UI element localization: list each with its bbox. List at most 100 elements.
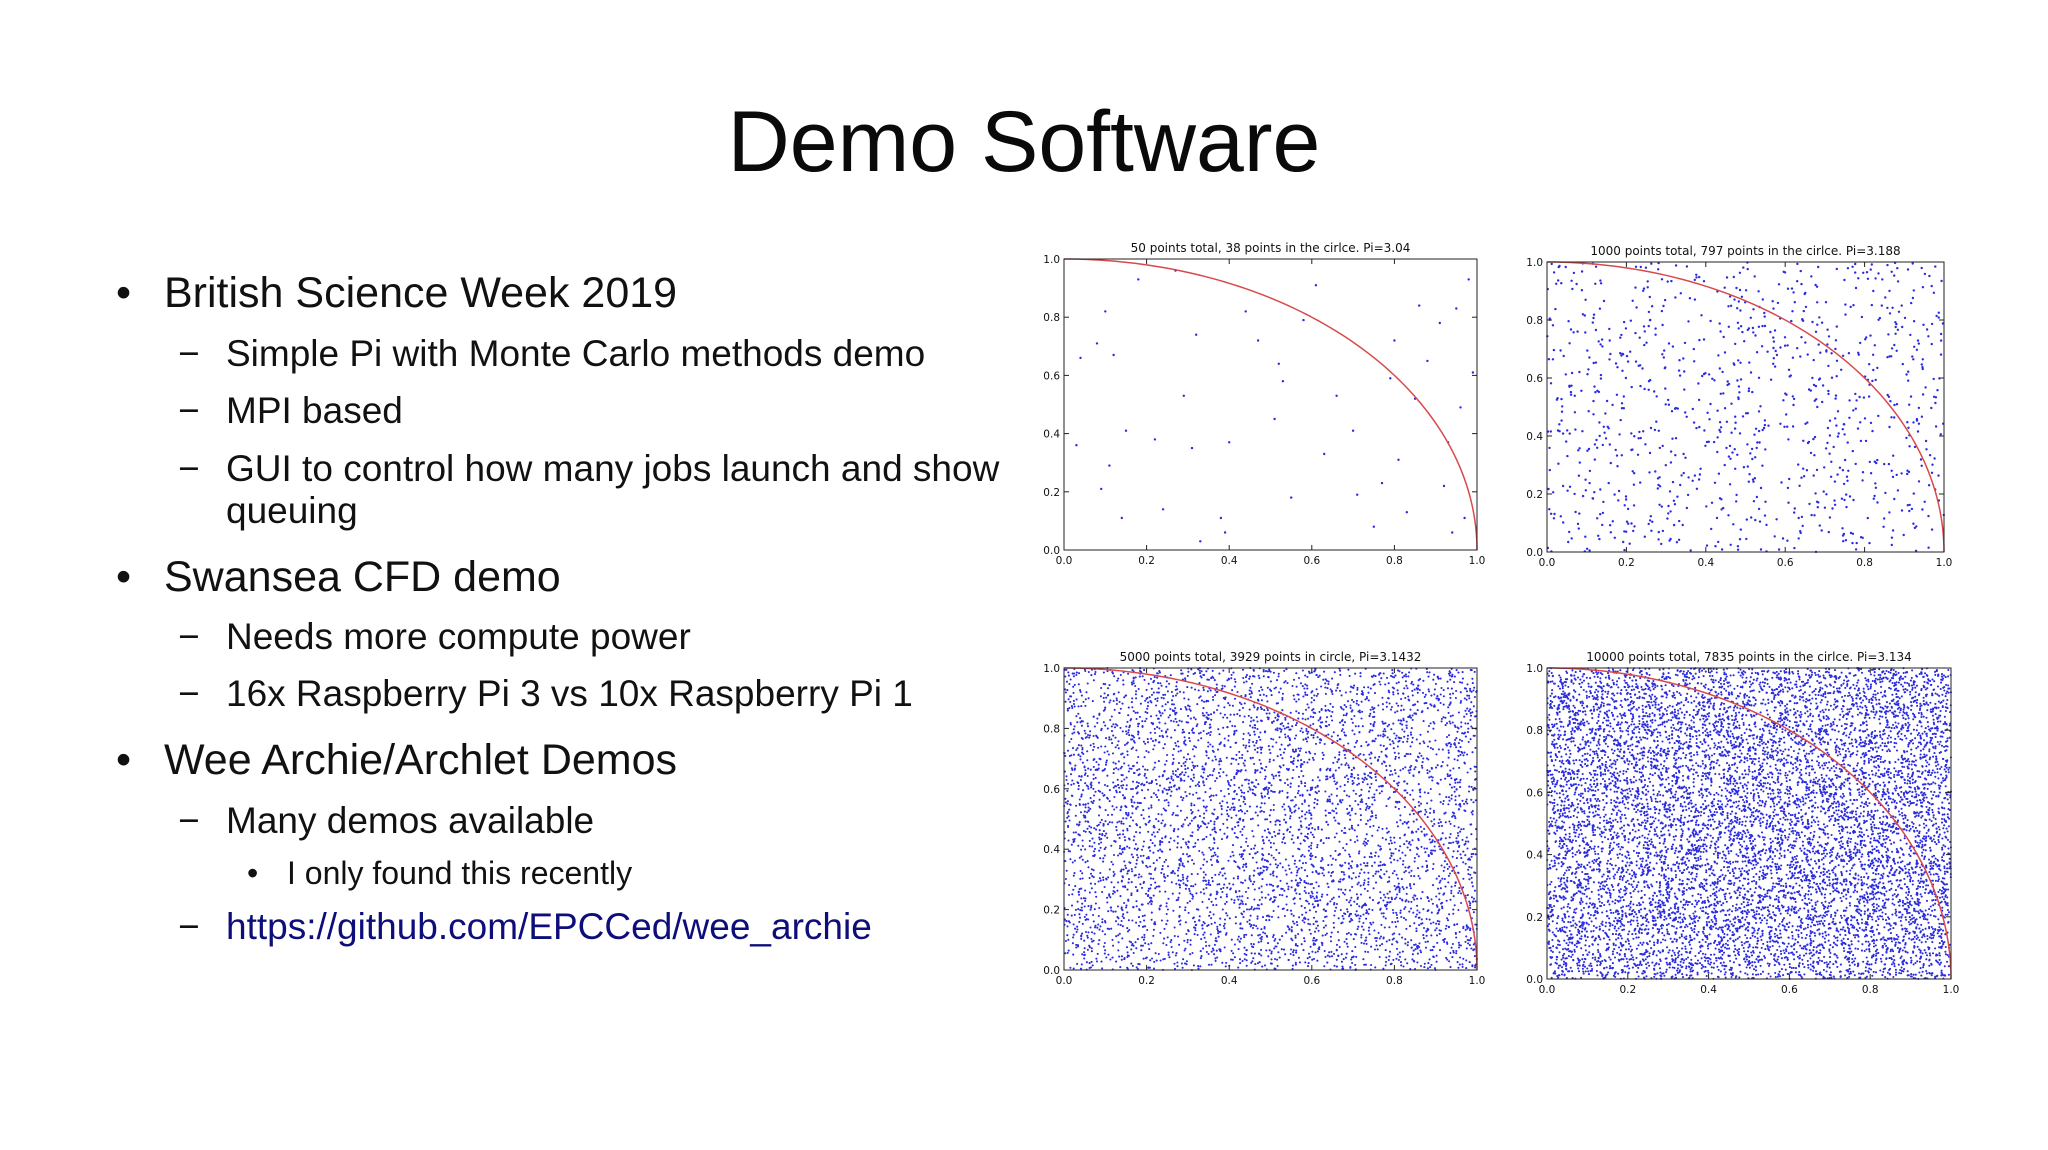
data-point — [1149, 896, 1152, 899]
data-point — [1910, 507, 1914, 511]
data-point — [1308, 793, 1312, 797]
data-point — [1327, 864, 1330, 867]
data-point — [1397, 736, 1400, 739]
data-point — [1586, 349, 1589, 352]
data-point — [1726, 383, 1729, 387]
data-point — [1835, 359, 1839, 362]
data-point — [1453, 824, 1456, 828]
data-point — [1392, 742, 1395, 745]
data-point — [1098, 928, 1101, 931]
data-point — [1356, 739, 1359, 742]
data-point — [1671, 437, 1674, 440]
data-point — [1135, 921, 1138, 924]
data-point — [1372, 887, 1375, 890]
data-point — [1679, 292, 1683, 295]
data-point — [1934, 396, 1938, 399]
data-point — [1303, 886, 1307, 889]
data-point — [1235, 753, 1238, 756]
data-point — [1393, 779, 1396, 783]
data-point — [1754, 518, 1757, 522]
data-point — [1465, 909, 1468, 912]
data-point — [1392, 747, 1395, 750]
data-point — [1149, 715, 1153, 718]
data-point — [1124, 864, 1127, 867]
data-point — [1430, 835, 1433, 838]
data-point — [1453, 675, 1456, 678]
data-point — [1449, 966, 1452, 969]
data-point — [1122, 784, 1125, 787]
data-point — [1448, 703, 1451, 707]
data-point — [1727, 514, 1730, 517]
data-point — [1198, 785, 1201, 788]
data-point — [1939, 433, 1943, 436]
data-point — [1412, 812, 1415, 815]
data-point — [1172, 748, 1175, 751]
data-point — [1396, 916, 1399, 919]
data-point — [1272, 874, 1275, 877]
data-point — [1297, 807, 1300, 810]
data-point — [1382, 744, 1385, 747]
data-point — [1263, 964, 1267, 967]
data-point — [1838, 466, 1842, 469]
data-point — [1064, 860, 1067, 863]
data-point — [1751, 326, 1755, 330]
data-point — [1569, 328, 1573, 331]
data-point — [1272, 775, 1275, 778]
data-point — [1322, 754, 1325, 757]
data-point — [1312, 716, 1315, 719]
data-point — [1620, 402, 1624, 405]
data-point — [1812, 383, 1816, 387]
data-point — [1244, 746, 1247, 749]
data-point — [1329, 702, 1332, 705]
data-point — [1366, 819, 1369, 822]
data-point — [1861, 479, 1864, 482]
data-point — [1647, 388, 1650, 391]
data-point — [1265, 949, 1268, 952]
data-point — [1319, 769, 1322, 772]
github-link[interactable]: https://github.com/EPCCed/wee_archie — [226, 906, 872, 947]
data-point — [1095, 895, 1098, 898]
data-point — [1090, 937, 1093, 941]
data-point — [1450, 797, 1453, 800]
data-point — [1398, 890, 1401, 894]
data-point — [1133, 835, 1136, 838]
data-point — [1196, 797, 1199, 800]
data-point — [1308, 909, 1311, 912]
data-point — [1418, 742, 1421, 745]
data-point — [1262, 842, 1265, 845]
data-point — [1845, 475, 1849, 478]
data-point — [1126, 845, 1129, 848]
data-point — [1070, 754, 1073, 757]
data-point — [1418, 945, 1421, 949]
data-point — [1104, 745, 1107, 748]
data-point — [1593, 385, 1596, 388]
data-point — [1348, 828, 1351, 831]
data-point — [1150, 782, 1153, 785]
data-point — [1160, 871, 1163, 874]
data-point — [1229, 808, 1232, 811]
data-point — [1353, 767, 1356, 770]
data-point — [1917, 342, 1921, 345]
data-point — [1398, 849, 1401, 852]
data-point — [1791, 356, 1795, 359]
data-point — [1103, 834, 1107, 837]
data-point — [1078, 916, 1082, 919]
data-point — [1161, 508, 1165, 511]
data-point — [1172, 757, 1175, 760]
data-point — [1895, 403, 1899, 406]
data-point — [1915, 525, 1918, 528]
data-point — [1677, 369, 1681, 372]
data-point — [1278, 893, 1281, 896]
data-point — [1112, 734, 1115, 737]
data-point — [1085, 961, 1088, 964]
data-point — [1167, 716, 1170, 719]
data-point — [1209, 787, 1212, 790]
data-point — [1253, 762, 1256, 765]
data-point — [1473, 889, 1477, 892]
data-point — [1448, 872, 1452, 875]
data-point — [1312, 836, 1315, 839]
data-point — [1620, 407, 1624, 410]
data-point — [1084, 830, 1087, 833]
data-point — [1843, 433, 1846, 436]
data-point — [1939, 332, 1943, 336]
